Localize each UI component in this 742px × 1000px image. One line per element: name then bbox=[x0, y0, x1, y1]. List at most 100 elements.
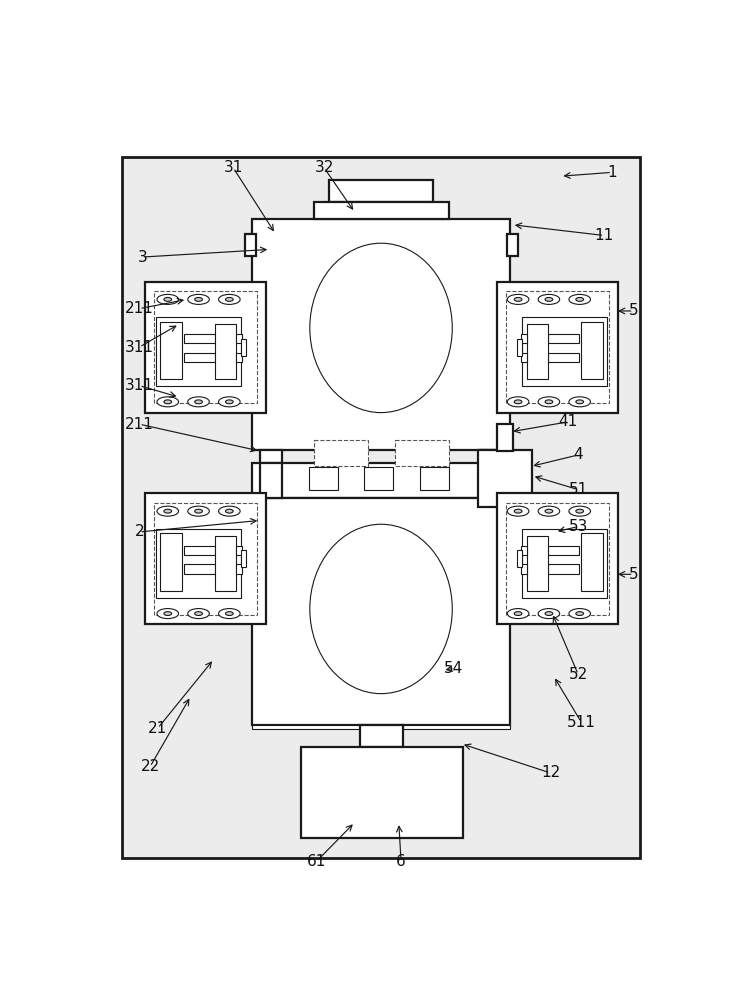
Ellipse shape bbox=[219, 294, 240, 304]
Ellipse shape bbox=[226, 612, 233, 615]
Text: 11: 11 bbox=[595, 228, 614, 243]
Bar bbox=[329, 180, 433, 202]
Ellipse shape bbox=[514, 612, 522, 615]
Text: 5: 5 bbox=[628, 567, 638, 582]
Bar bbox=[527, 536, 548, 591]
Bar bbox=[548, 564, 579, 574]
Bar bbox=[260, 450, 282, 463]
Text: 511: 511 bbox=[567, 715, 596, 730]
Ellipse shape bbox=[569, 397, 591, 407]
Bar bbox=[309, 466, 338, 490]
Text: 2: 2 bbox=[134, 524, 144, 539]
Text: 3: 3 bbox=[137, 250, 147, 265]
Bar bbox=[496, 282, 618, 413]
Bar bbox=[521, 564, 528, 574]
Ellipse shape bbox=[545, 297, 553, 301]
Ellipse shape bbox=[310, 243, 453, 413]
Text: 211: 211 bbox=[125, 301, 154, 316]
Bar bbox=[184, 546, 214, 555]
Bar bbox=[154, 503, 257, 615]
Text: 41: 41 bbox=[559, 414, 578, 429]
Bar bbox=[314, 202, 449, 219]
Bar bbox=[157, 317, 241, 386]
Bar bbox=[522, 317, 607, 386]
Text: 54: 54 bbox=[444, 661, 463, 676]
Ellipse shape bbox=[545, 509, 553, 513]
Bar bbox=[481, 450, 503, 463]
Bar bbox=[145, 493, 266, 624]
Bar bbox=[548, 546, 579, 555]
Ellipse shape bbox=[576, 297, 583, 301]
Bar bbox=[581, 322, 603, 379]
Text: 211: 211 bbox=[125, 417, 154, 432]
Ellipse shape bbox=[157, 609, 179, 619]
Text: 53: 53 bbox=[568, 519, 588, 534]
Bar bbox=[496, 493, 618, 624]
Bar bbox=[184, 353, 214, 362]
Bar bbox=[548, 334, 579, 343]
Bar bbox=[214, 536, 236, 591]
Bar bbox=[245, 513, 256, 535]
Ellipse shape bbox=[226, 509, 233, 513]
Ellipse shape bbox=[569, 609, 591, 619]
Ellipse shape bbox=[576, 400, 583, 404]
Ellipse shape bbox=[538, 609, 559, 619]
Bar bbox=[364, 466, 393, 490]
Bar bbox=[184, 564, 214, 574]
Text: 51: 51 bbox=[568, 482, 588, 497]
Bar bbox=[496, 424, 513, 451]
Ellipse shape bbox=[538, 506, 559, 516]
Ellipse shape bbox=[538, 294, 559, 304]
Text: 311: 311 bbox=[125, 340, 154, 355]
Bar bbox=[548, 353, 579, 362]
Ellipse shape bbox=[194, 400, 203, 404]
Bar bbox=[361, 725, 403, 747]
Ellipse shape bbox=[514, 509, 522, 513]
Bar bbox=[521, 334, 528, 343]
Ellipse shape bbox=[514, 400, 522, 404]
Text: 32: 32 bbox=[315, 160, 334, 175]
Ellipse shape bbox=[188, 609, 209, 619]
Ellipse shape bbox=[545, 612, 553, 615]
Ellipse shape bbox=[157, 397, 179, 407]
Ellipse shape bbox=[569, 294, 591, 304]
Ellipse shape bbox=[164, 509, 171, 513]
Bar bbox=[478, 450, 532, 507]
Bar bbox=[481, 463, 503, 498]
Bar bbox=[260, 463, 282, 498]
Text: 61: 61 bbox=[306, 854, 326, 869]
Bar bbox=[241, 339, 246, 356]
Ellipse shape bbox=[157, 506, 179, 516]
Bar bbox=[521, 546, 528, 555]
Bar bbox=[252, 463, 510, 498]
Bar bbox=[252, 498, 510, 725]
Text: 21: 21 bbox=[148, 721, 168, 736]
Text: 4: 4 bbox=[574, 447, 583, 462]
Ellipse shape bbox=[226, 400, 233, 404]
Ellipse shape bbox=[164, 612, 171, 615]
Bar bbox=[521, 353, 528, 362]
Bar bbox=[252, 725, 361, 729]
Ellipse shape bbox=[508, 506, 529, 516]
Ellipse shape bbox=[576, 509, 583, 513]
Text: 31: 31 bbox=[223, 160, 243, 175]
Bar bbox=[314, 440, 368, 466]
Ellipse shape bbox=[219, 506, 240, 516]
Ellipse shape bbox=[157, 294, 179, 304]
Bar bbox=[301, 747, 463, 838]
Bar bbox=[506, 503, 609, 615]
Ellipse shape bbox=[226, 297, 233, 301]
Text: 12: 12 bbox=[541, 765, 560, 780]
Bar bbox=[507, 513, 518, 535]
Bar bbox=[403, 725, 510, 729]
Bar bbox=[522, 529, 607, 598]
Ellipse shape bbox=[194, 297, 203, 301]
Ellipse shape bbox=[545, 400, 553, 404]
Text: 5: 5 bbox=[628, 303, 638, 318]
Bar bbox=[581, 533, 603, 591]
Ellipse shape bbox=[188, 294, 209, 304]
Ellipse shape bbox=[569, 506, 591, 516]
Ellipse shape bbox=[310, 524, 453, 694]
Bar bbox=[527, 324, 548, 379]
Bar bbox=[235, 564, 242, 574]
